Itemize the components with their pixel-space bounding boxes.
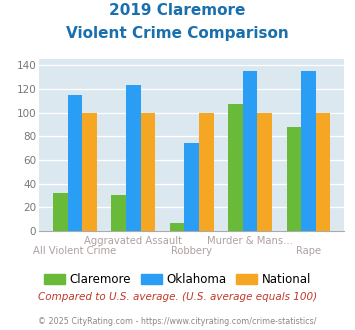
Bar xyxy=(67,95,82,231)
Text: Robbery: Robbery xyxy=(171,246,212,256)
Legend: Claremore, Oklahoma, National: Claremore, Oklahoma, National xyxy=(39,268,316,291)
Bar xyxy=(53,193,67,231)
Bar xyxy=(141,113,155,231)
Bar xyxy=(257,113,272,231)
Bar xyxy=(82,113,97,231)
Text: Compared to U.S. average. (U.S. average equals 100): Compared to U.S. average. (U.S. average … xyxy=(38,292,317,302)
Bar xyxy=(243,71,257,231)
Text: Murder & Mans...: Murder & Mans... xyxy=(207,236,293,246)
Bar xyxy=(228,104,243,231)
Text: © 2025 CityRating.com - https://www.cityrating.com/crime-statistics/: © 2025 CityRating.com - https://www.city… xyxy=(38,317,317,326)
Text: 2019 Claremore: 2019 Claremore xyxy=(109,3,246,18)
Bar xyxy=(126,85,141,231)
Bar xyxy=(111,195,126,231)
Text: Violent Crime Comparison: Violent Crime Comparison xyxy=(66,26,289,41)
Bar xyxy=(316,113,331,231)
Bar xyxy=(184,144,199,231)
Text: Rape: Rape xyxy=(296,246,321,256)
Bar xyxy=(170,223,184,231)
Text: All Violent Crime: All Violent Crime xyxy=(33,246,116,256)
Bar xyxy=(199,113,214,231)
Bar xyxy=(286,127,301,231)
Bar xyxy=(301,71,316,231)
Text: Aggravated Assault: Aggravated Assault xyxy=(84,236,182,246)
